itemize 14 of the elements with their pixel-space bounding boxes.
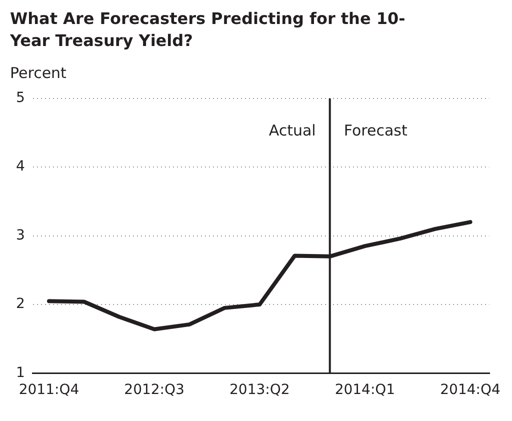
y-axis-title: Percent: [10, 64, 68, 82]
y-tick-label: 4: [16, 158, 25, 175]
annotation: Forecast: [344, 121, 408, 140]
x-tick-label: 2012:Q3: [124, 382, 184, 398]
y-tick-label: 1: [16, 364, 25, 381]
chart-title: What Are Forecasters Predicting for the 10-Year Treasury Yield?: [10, 8, 406, 52]
x-tick-label: 2014:Q4: [440, 382, 501, 398]
x-tick-label: 2013:Q2: [230, 382, 290, 398]
y-tick-label: 3: [16, 227, 25, 244]
y-tick-label: 2: [16, 296, 25, 312]
annotation: Actual: [268, 121, 316, 140]
y-tick-label: 5: [16, 90, 25, 106]
x-tick-label: 2011:Q4: [18, 382, 80, 398]
x-tick-label: 2014:Q1: [334, 382, 396, 398]
